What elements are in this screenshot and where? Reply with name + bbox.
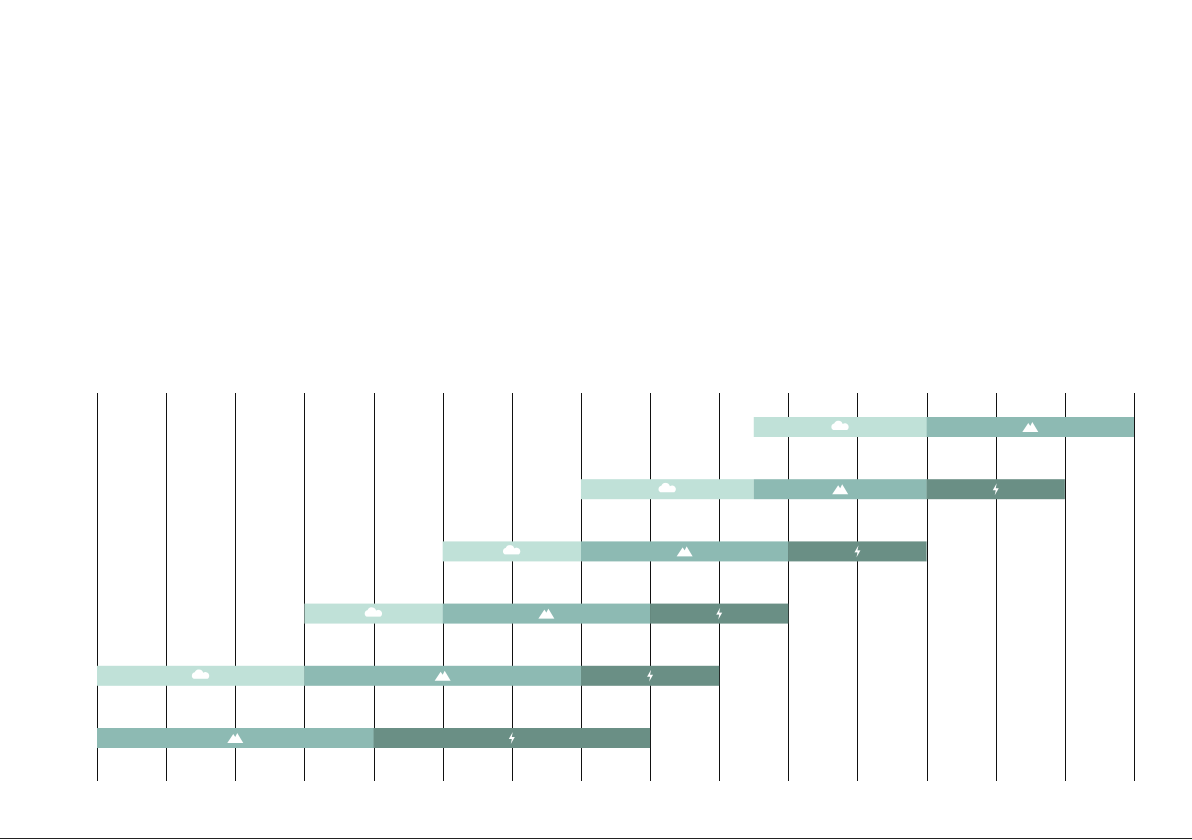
bar-icon — [658, 482, 676, 493]
bar-icon — [508, 732, 515, 744]
bar-icon — [538, 608, 555, 619]
bar-icon — [364, 607, 383, 617]
bar-icon — [854, 545, 861, 558]
bar-icon — [676, 546, 693, 557]
bar-icon — [227, 733, 244, 743]
bar-icon — [716, 607, 723, 620]
bar-icon — [831, 420, 849, 430]
bar-icon — [992, 483, 999, 496]
bar-icon — [832, 484, 849, 495]
bar-icon — [1022, 422, 1039, 432]
bar-icon — [647, 669, 654, 682]
bar-icon — [502, 545, 521, 555]
bar-icon — [434, 670, 451, 681]
bar-icon — [191, 669, 210, 679]
